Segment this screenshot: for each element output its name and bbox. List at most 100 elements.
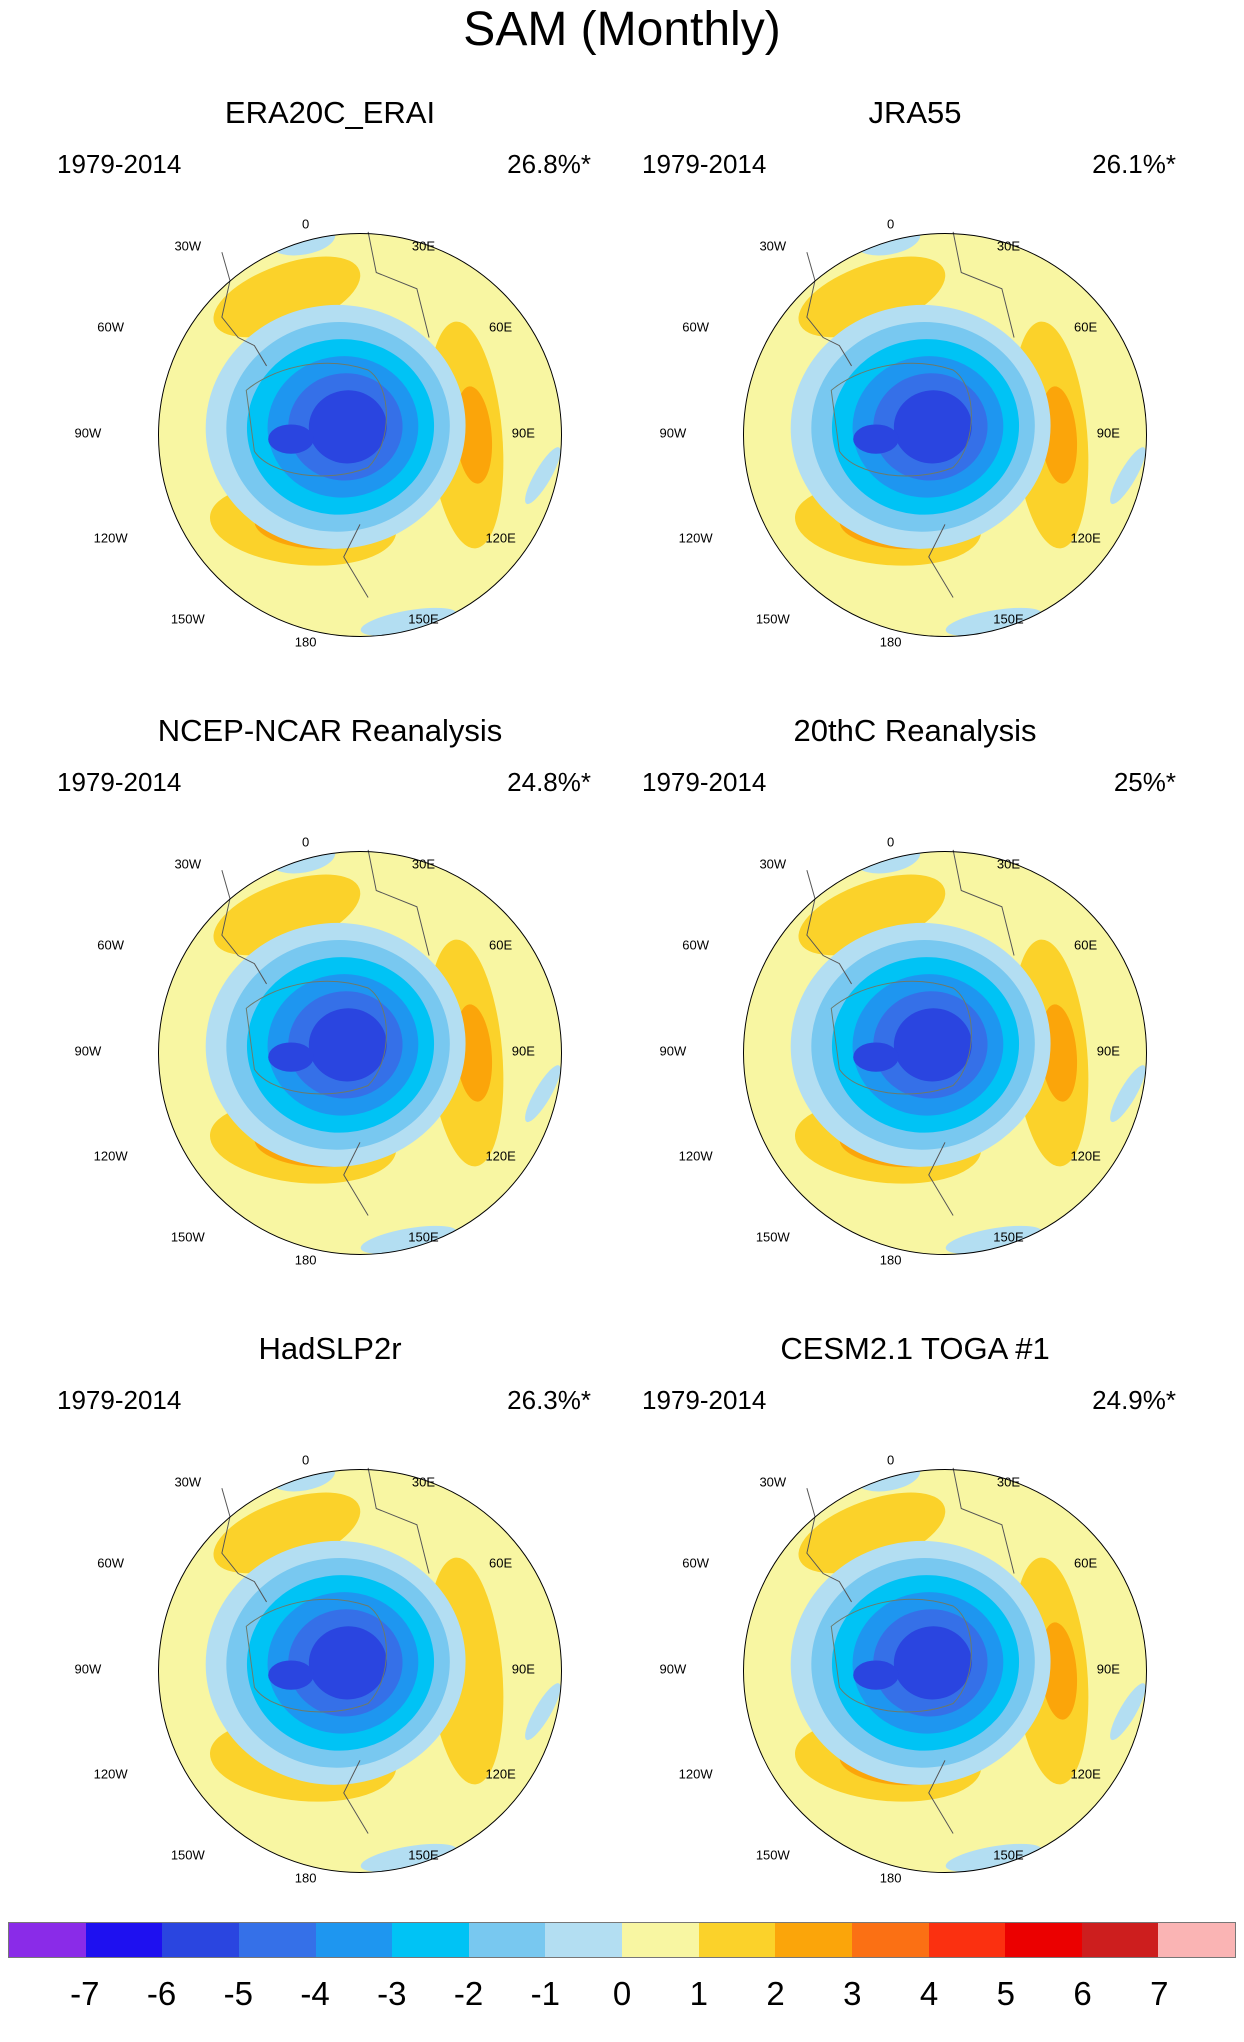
panel-title: JRA55 — [868, 95, 962, 130]
panel-variance: 26.3%* — [507, 1385, 591, 1415]
colorbar-swatch — [622, 1923, 699, 1957]
longitude-label: 150E — [993, 1229, 1024, 1245]
longitude-label: 30W — [174, 238, 202, 254]
longitude-label: 60W — [682, 1555, 709, 1571]
longitude-label: 180 — [294, 1870, 317, 1886]
colorbar-tick-label: 4 — [919, 1975, 939, 2012]
colorbar-tick-label: -3 — [377, 1975, 407, 2012]
colorbar-swatch — [851, 1923, 929, 1957]
panel-title: CESM2.1 TOGA #1 — [780, 1331, 1050, 1366]
panel-variance: 26.1%* — [1092, 149, 1176, 179]
longitude-label: 90E — [1096, 425, 1120, 441]
panel-title: 20thC Reanalysis — [793, 713, 1037, 748]
longitude-label: 0 — [302, 1452, 310, 1468]
longitude-label: 90W — [74, 425, 102, 441]
map-panel: 20thC Reanalysis 1979-2014 25%* 0 30E 60E 90E 1… — [620, 713, 1210, 1323]
longitude-label: 120E — [485, 530, 516, 546]
panel-variance: 26.8%* — [507, 149, 591, 179]
longitude-label: 60E — [1074, 319, 1098, 335]
longitude-label: 150W — [170, 611, 205, 627]
polar-map — [158, 1467, 562, 1873]
longitude-label: 30W — [759, 1474, 787, 1490]
longitude-label: 120W — [678, 1148, 713, 1164]
panel-years: 1979-2014 — [642, 767, 767, 797]
colorbar-swatch — [468, 1923, 546, 1957]
longitude-label: 120E — [1070, 1148, 1101, 1164]
longitude-label: 120E — [1070, 530, 1101, 546]
longitude-label: 150E — [408, 1847, 439, 1863]
colorbar-swatch — [545, 1923, 622, 1957]
panel-title: NCEP-NCAR Reanalysis — [157, 713, 503, 748]
longitude-label: 150W — [170, 1229, 205, 1245]
longitude-label: 150W — [170, 1847, 205, 1863]
longitude-label: 60W — [97, 319, 124, 335]
colorbar-tick-label: 2 — [766, 1975, 785, 2012]
longitude-label: 0 — [887, 834, 895, 850]
map-panel: HadSLP2r 1979-2014 26.3%* 0 30E 60E 90E 120E 150… — [35, 1331, 625, 1941]
longitude-label: 120W — [678, 530, 713, 546]
longitude-label: 30E — [996, 856, 1021, 872]
colorbar-swatch — [392, 1923, 469, 1957]
panel-title: HadSLP2r — [258, 1331, 402, 1366]
colorbar-tick-label: -5 — [223, 1975, 253, 2012]
longitude-label: 150W — [755, 1229, 790, 1245]
longitude-label: 60E — [489, 319, 513, 335]
colorbar-tick-label: -6 — [146, 1975, 177, 2012]
colorbar-tick-label: -4 — [300, 1975, 330, 2012]
colorbar-swatch — [1005, 1923, 1082, 1957]
colorbar-swatch — [85, 1923, 163, 1957]
panel-years: 1979-2014 — [642, 1385, 767, 1415]
longitude-label: 60E — [489, 1555, 513, 1571]
longitude-label: 90E — [1096, 1043, 1120, 1059]
colorbar-swatch — [315, 1923, 393, 1957]
panel-variance: 24.8%* — [507, 767, 591, 797]
longitude-label: 60E — [1074, 1555, 1098, 1571]
colorbar-tick-label: 3 — [843, 1975, 862, 2012]
longitude-label: 90W — [659, 425, 687, 441]
longitude-label: 60W — [97, 1555, 124, 1571]
longitude-label: 90W — [659, 1043, 687, 1059]
panel-title: ERA20C_ERAI — [224, 95, 436, 130]
longitude-label: 180 — [879, 1870, 902, 1886]
longitude-label: 180 — [879, 1252, 902, 1268]
longitude-label: 120W — [93, 1766, 128, 1782]
colorbar — [8, 1922, 1236, 1958]
longitude-label: 150E — [993, 1847, 1024, 1863]
longitude-label: 30W — [759, 856, 787, 872]
longitude-label: 150W — [755, 611, 790, 627]
colorbar-swatch — [162, 1923, 239, 1957]
panel-years: 1979-2014 — [57, 767, 182, 797]
longitude-label: 30E — [411, 1474, 436, 1490]
polar-map — [743, 1467, 1147, 1873]
longitude-label: 30E — [996, 238, 1021, 254]
colorbar-swatch — [698, 1923, 776, 1957]
longitude-label: 90E — [511, 1661, 535, 1677]
polar-map — [158, 849, 562, 1255]
panel-years: 1979-2014 — [642, 149, 767, 179]
polar-map — [743, 231, 1147, 637]
polar-map — [158, 231, 562, 637]
longitude-label: 150E — [993, 611, 1024, 627]
longitude-label: 150W — [755, 1847, 790, 1863]
colorbar-swatch — [1081, 1923, 1159, 1957]
longitude-label: 120E — [485, 1148, 516, 1164]
longitude-label: 60W — [682, 319, 709, 335]
longitude-label: 90E — [511, 425, 535, 441]
colorbar-tick-label: -7 — [70, 1975, 100, 2012]
panel-years: 1979-2014 — [57, 149, 182, 179]
longitude-label: 30W — [759, 238, 787, 254]
longitude-label: 30W — [174, 856, 202, 872]
longitude-label: 180 — [879, 634, 902, 650]
longitude-label: 0 — [887, 1452, 895, 1468]
longitude-label: 30E — [411, 238, 436, 254]
panel-variance: 25%* — [1113, 767, 1176, 797]
longitude-label: 120W — [93, 530, 128, 546]
map-panel: NCEP-NCAR Reanalysis 1979-2014 24.8%* 0 30E 6… — [35, 713, 625, 1323]
longitude-label: 30E — [996, 1474, 1021, 1490]
longitude-label: 90W — [659, 1661, 687, 1677]
longitude-label: 90E — [1096, 1661, 1120, 1677]
longitude-label: 30E — [411, 856, 436, 872]
longitude-label: 120E — [1070, 1766, 1101, 1782]
colorbar-swatch — [238, 1923, 316, 1957]
longitude-label: 120W — [93, 1148, 128, 1164]
